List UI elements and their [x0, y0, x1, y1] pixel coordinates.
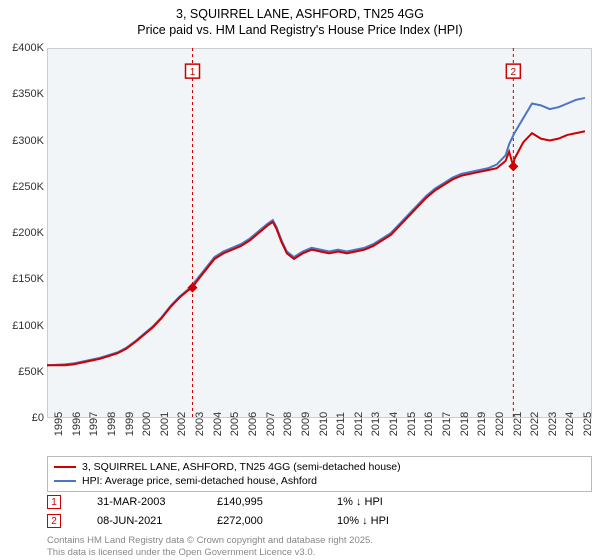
y-tick-label: £400K — [12, 42, 44, 54]
sale-price: £272,000 — [217, 515, 337, 527]
x-tick-label: 2014 — [388, 412, 400, 436]
footer-licence: This data is licensed under the Open Gov… — [47, 547, 373, 559]
y-tick-label: £250K — [12, 181, 44, 193]
title-subtitle: Price paid vs. HM Land Registry's House … — [0, 22, 600, 38]
x-tick-label: 2021 — [512, 412, 524, 436]
x-tick-label: 2001 — [159, 412, 171, 436]
y-tick-label: £100K — [12, 320, 44, 332]
x-tick-label: 2012 — [353, 412, 365, 436]
sale-row-2: 2 08-JUN-2021 £272,000 10% ↓ HPI — [47, 514, 389, 528]
x-tick-label: 2016 — [424, 412, 436, 436]
svg-text:2: 2 — [511, 67, 517, 78]
x-tick-label: 2019 — [477, 412, 489, 436]
plot-svg: 12 — [47, 48, 592, 418]
sale-marker-badge: 2 — [47, 514, 61, 528]
x-tick-label: 2023 — [547, 412, 559, 436]
legend-swatch — [54, 480, 76, 482]
x-tick-label: 2024 — [565, 412, 577, 436]
y-tick-label: £200K — [12, 227, 44, 239]
sale-date: 08-JUN-2021 — [97, 515, 217, 527]
x-tick-label: 2000 — [141, 412, 153, 436]
x-tick-label: 1995 — [53, 412, 65, 436]
x-tick-label: 2011 — [335, 412, 347, 436]
x-tick-label: 2006 — [247, 412, 259, 436]
x-tick-label: 1998 — [106, 412, 118, 436]
svg-text:1: 1 — [190, 67, 196, 78]
x-tick-label: 2020 — [494, 412, 506, 436]
footer-copyright: Contains HM Land Registry data © Crown c… — [47, 535, 373, 547]
sale-row-1: 1 31-MAR-2003 £140,995 1% ↓ HPI — [47, 495, 383, 509]
legend-item-hpi: HPI: Average price, semi-detached house,… — [54, 474, 585, 488]
footer: Contains HM Land Registry data © Crown c… — [47, 535, 373, 559]
sale-price: £140,995 — [217, 496, 337, 508]
x-tick-label: 2025 — [582, 412, 594, 436]
title-address: 3, SQUIRREL LANE, ASHFORD, TN25 4GG — [0, 6, 600, 22]
x-tick-label: 2010 — [318, 412, 330, 436]
x-tick-label: 2009 — [300, 412, 312, 436]
x-tick-label: 2005 — [230, 412, 242, 436]
x-tick-label: 1996 — [71, 412, 83, 436]
x-tick-label: 2007 — [265, 412, 277, 436]
x-tick-label: 2018 — [459, 412, 471, 436]
plot-area: 12 — [47, 48, 592, 418]
x-tick-label: 2008 — [283, 412, 295, 436]
chart-container: 3, SQUIRREL LANE, ASHFORD, TN25 4GG Pric… — [0, 0, 600, 560]
sale-delta: 1% ↓ HPI — [337, 496, 383, 508]
y-tick-label: £350K — [12, 88, 44, 100]
chart-title: 3, SQUIRREL LANE, ASHFORD, TN25 4GG Pric… — [0, 0, 600, 39]
x-tick-label: 2017 — [441, 412, 453, 436]
x-tick-label: 2003 — [194, 412, 206, 436]
x-tick-label: 1999 — [124, 412, 136, 436]
legend: 3, SQUIRREL LANE, ASHFORD, TN25 4GG (sem… — [47, 456, 592, 492]
x-tick-label: 2022 — [529, 412, 541, 436]
legend-swatch — [54, 466, 76, 469]
legend-item-price-paid: 3, SQUIRREL LANE, ASHFORD, TN25 4GG (sem… — [54, 460, 585, 474]
sale-delta: 10% ↓ HPI — [337, 515, 389, 527]
legend-label: HPI: Average price, semi-detached house,… — [82, 475, 317, 487]
y-tick-label: £0 — [32, 412, 44, 424]
y-tick-label: £300K — [12, 135, 44, 147]
x-tick-label: 2004 — [212, 412, 224, 436]
y-tick-label: £50K — [18, 366, 44, 378]
legend-label: 3, SQUIRREL LANE, ASHFORD, TN25 4GG (sem… — [82, 461, 401, 473]
sale-marker-badge: 1 — [47, 495, 61, 509]
x-tick-label: 2002 — [177, 412, 189, 436]
x-tick-label: 1997 — [89, 412, 101, 436]
x-tick-label: 2015 — [406, 412, 418, 436]
x-tick-label: 2013 — [371, 412, 383, 436]
sale-date: 31-MAR-2003 — [97, 496, 217, 508]
y-tick-label: £150K — [12, 273, 44, 285]
